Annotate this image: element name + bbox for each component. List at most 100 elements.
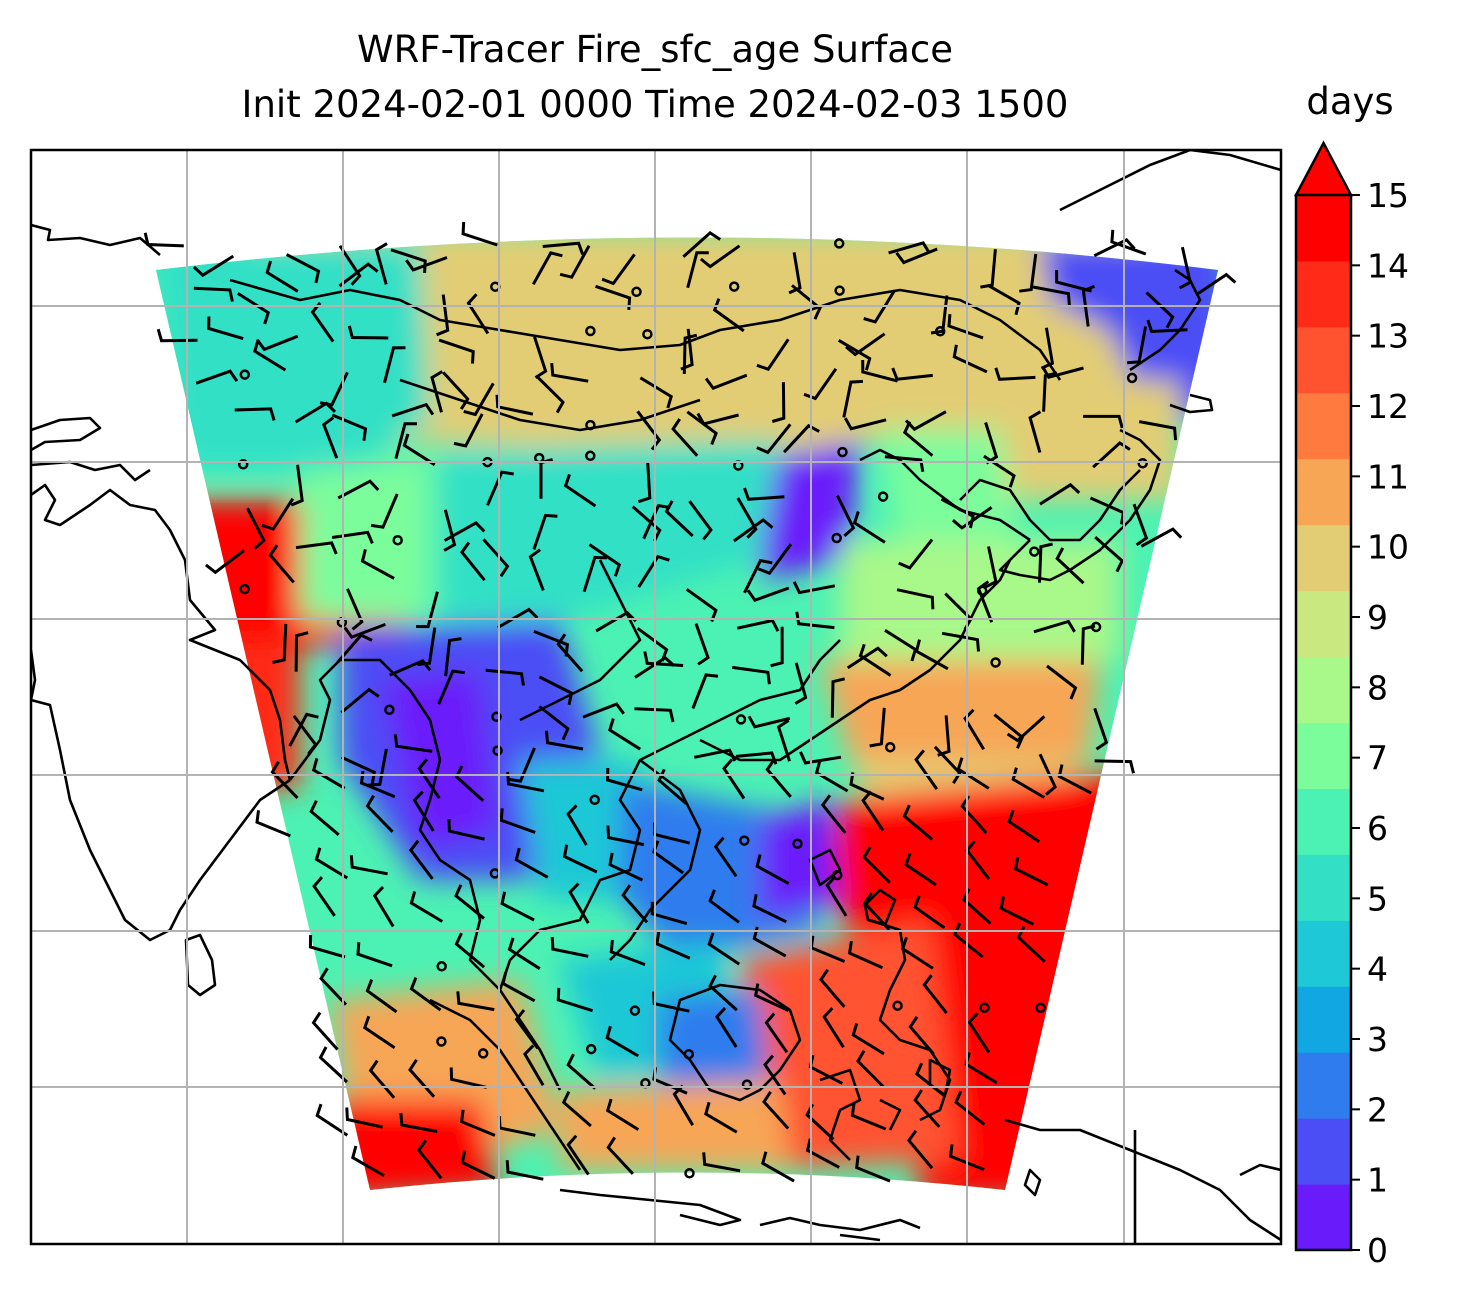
wind-barb (1080, 624, 1096, 665)
coast-srilanka (184, 933, 217, 997)
wind-barb (343, 622, 386, 639)
wind-barb (486, 470, 514, 506)
wind-barb (863, 892, 891, 931)
wind-barb (447, 819, 485, 841)
wind-barb (754, 983, 790, 1012)
wind-barb (1013, 856, 1049, 887)
colorbar-tick-label: 0 (1367, 1231, 1388, 1270)
wind-barb (704, 1101, 738, 1134)
wind-barb (1042, 371, 1058, 412)
wind-barb (914, 639, 949, 671)
wind-barb (763, 1054, 787, 1096)
wind-barb (443, 509, 457, 552)
wind-barb (454, 765, 485, 803)
wind-barb (650, 901, 688, 926)
wind-barb (682, 333, 698, 375)
wind-barb (707, 932, 741, 966)
wind-barb (984, 546, 998, 589)
calm-wind-marker (585, 325, 596, 337)
wind-barb (459, 1109, 496, 1137)
wind-barb (236, 292, 270, 325)
calm-wind-marker (589, 794, 600, 806)
wind-barb (908, 1016, 935, 1056)
wind-barb (533, 336, 548, 379)
wind-barb (940, 497, 975, 529)
wind-barb (914, 749, 939, 790)
calm-wind-marker (239, 583, 250, 595)
wind-barb (1006, 715, 1046, 743)
wind-barb (1033, 619, 1076, 634)
wind-barb (994, 367, 1036, 381)
wind-barb (634, 707, 675, 723)
calm-wind-marker (735, 714, 747, 725)
wind-barb (830, 677, 846, 718)
wind-barb (389, 658, 432, 677)
wind-barb (708, 974, 738, 1012)
wind-barb (365, 979, 398, 1014)
wind-barb (507, 937, 541, 970)
wind-barb (505, 1160, 544, 1181)
wind-barb (234, 407, 276, 421)
coast-kamchatka (1059, 150, 1281, 414)
wind-barb (764, 1012, 789, 1054)
wind-barb (402, 433, 436, 466)
wind-barb (771, 382, 786, 423)
wind-barb (948, 1144, 985, 1171)
wind-barb (788, 252, 802, 295)
wind-barb (346, 588, 364, 631)
wind-barb (694, 748, 737, 762)
wind-barb (261, 497, 295, 531)
wind-barb (1041, 366, 1084, 380)
colorbar-segment (1296, 326, 1351, 394)
wind-barb (688, 500, 713, 541)
wind-barb (794, 662, 808, 705)
calm-wind-marker (491, 711, 502, 723)
colorbar-extend-arrow (1293, 140, 1354, 197)
wind-barb (1057, 764, 1092, 795)
field-east-china-orange (820, 660, 1100, 760)
field-north-old (250, 237, 1150, 470)
coast-korea (959, 469, 1141, 542)
wind-barb (862, 846, 891, 884)
wind-barb (791, 284, 822, 320)
colorbar-tick-label: 10 (1367, 528, 1409, 567)
wind-barb (895, 247, 938, 265)
field-scs-orange (740, 920, 960, 1170)
calm-wind-marker (1126, 372, 1138, 384)
colorbar-segment (1296, 1184, 1351, 1251)
wind-barb (858, 643, 892, 677)
wind-barb (765, 758, 792, 798)
calm-wind-marker (979, 1002, 990, 1013)
wind-barb (770, 626, 784, 668)
wind-barb (664, 500, 694, 538)
wind-barb (896, 588, 935, 610)
wind-barb (374, 242, 388, 285)
wind-barb (501, 971, 536, 1003)
coast-burma (418, 759, 562, 1091)
wind-barb (704, 373, 748, 391)
wind-barb (901, 936, 934, 970)
calm-wind-marker (990, 657, 1001, 668)
wind-barb (814, 760, 849, 793)
wind-barb (743, 558, 773, 594)
wind-barb (736, 618, 780, 632)
wind-barb (1081, 284, 1096, 327)
calm-wind-marker (642, 328, 653, 340)
wind-barb (255, 334, 299, 352)
calm-wind-marker (384, 704, 395, 716)
wind-barb (696, 412, 739, 426)
chart-title-line2: Init 2024-02-01 0000 Time 2024-02-03 150… (241, 83, 1069, 126)
calm-wind-marker (1137, 458, 1148, 469)
wind-barb (642, 504, 671, 540)
map-area (31, 150, 1281, 1244)
wind-barb (837, 339, 872, 371)
wind-barb (485, 668, 525, 686)
wind-barb (370, 493, 399, 529)
wind-barb (408, 839, 434, 880)
calm-wind-marker (631, 286, 642, 298)
wind-barb (499, 808, 536, 834)
wind-barb (1094, 759, 1135, 774)
calm-wind-marker (239, 369, 251, 380)
wind-barb (290, 464, 304, 507)
wind-barb (156, 328, 198, 343)
